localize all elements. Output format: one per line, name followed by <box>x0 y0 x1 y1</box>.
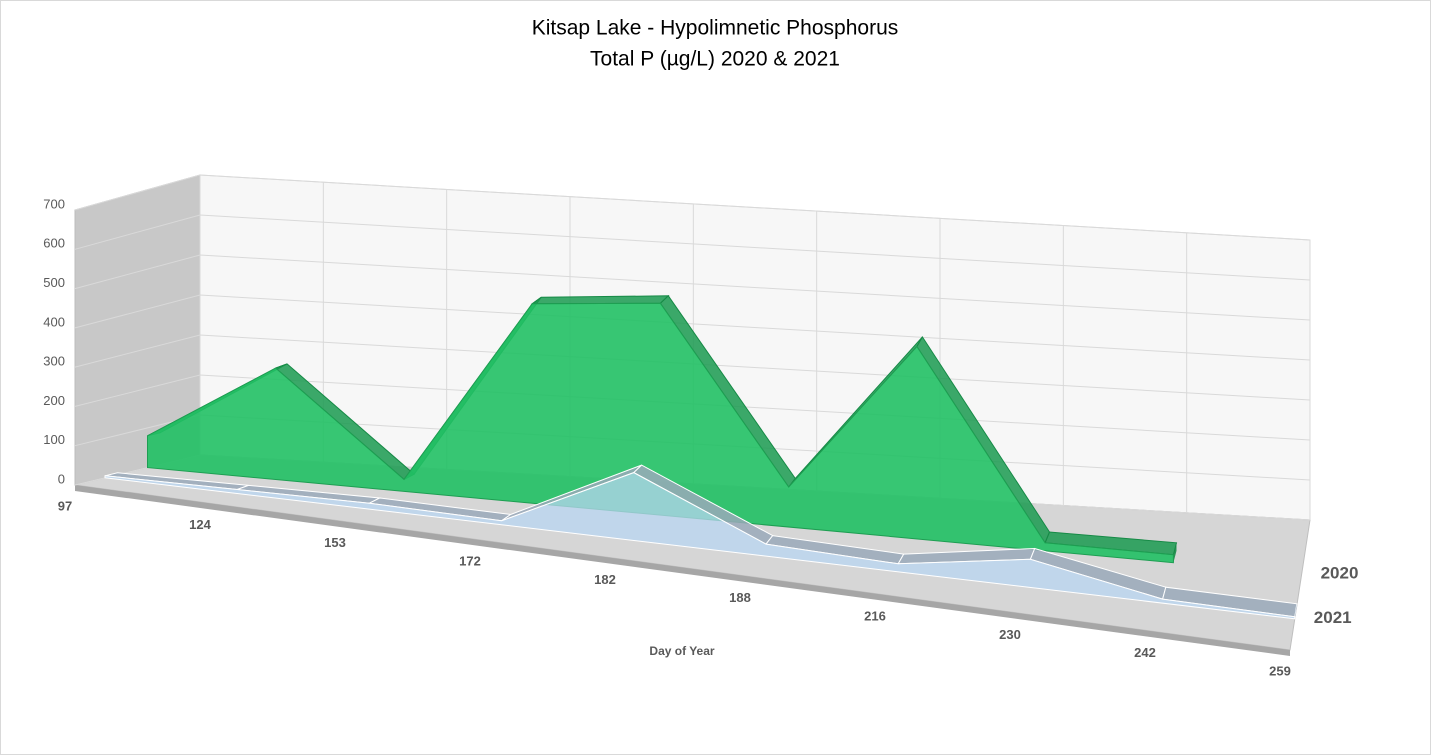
y-tick-label: 200 <box>43 393 65 408</box>
x-tick-label: 188 <box>729 590 751 605</box>
x-tick-label: 216 <box>864 608 886 623</box>
y-tick-label: 100 <box>43 432 65 447</box>
legend-label: 2021 <box>1314 608 1352 627</box>
y-tick-label: 600 <box>43 236 65 251</box>
x-tick-label: 242 <box>1134 645 1156 660</box>
area-top <box>530 295 670 305</box>
y-tick-label: 400 <box>43 314 65 329</box>
area-side <box>1294 603 1297 619</box>
x-tick-label: 124 <box>189 517 211 532</box>
grid-line <box>74 254 1311 321</box>
grid-line <box>74 174 1311 241</box>
chart-title: Kitsap Lake - Hypolimnetic Phosphorus <box>532 17 899 40</box>
floor-edge <box>75 485 1290 656</box>
x-tick-label: 172 <box>459 553 481 568</box>
y-tick-label: 700 <box>43 196 65 211</box>
x-axis-label: Day of Year <box>649 644 714 658</box>
chart-subtitle: Total P (µg/L) 2020 & 2021 <box>590 48 840 71</box>
legend-label: 2020 <box>1321 564 1359 583</box>
grid-line <box>74 214 1311 281</box>
x-tick-label: 182 <box>594 572 616 587</box>
x-tick-label: 97 <box>58 498 72 513</box>
area-face <box>147 302 1174 564</box>
y-tick-label: 300 <box>43 354 65 369</box>
area-face <box>104 472 1296 620</box>
grid-line <box>74 294 1311 361</box>
x-tick-label: 230 <box>999 627 1021 642</box>
x-tick-label: 259 <box>1269 663 1291 678</box>
x-tick-label: 153 <box>324 535 346 550</box>
y-tick-label: 500 <box>43 275 65 290</box>
area-side <box>1173 542 1177 563</box>
y-tick-label: 0 <box>58 471 65 486</box>
